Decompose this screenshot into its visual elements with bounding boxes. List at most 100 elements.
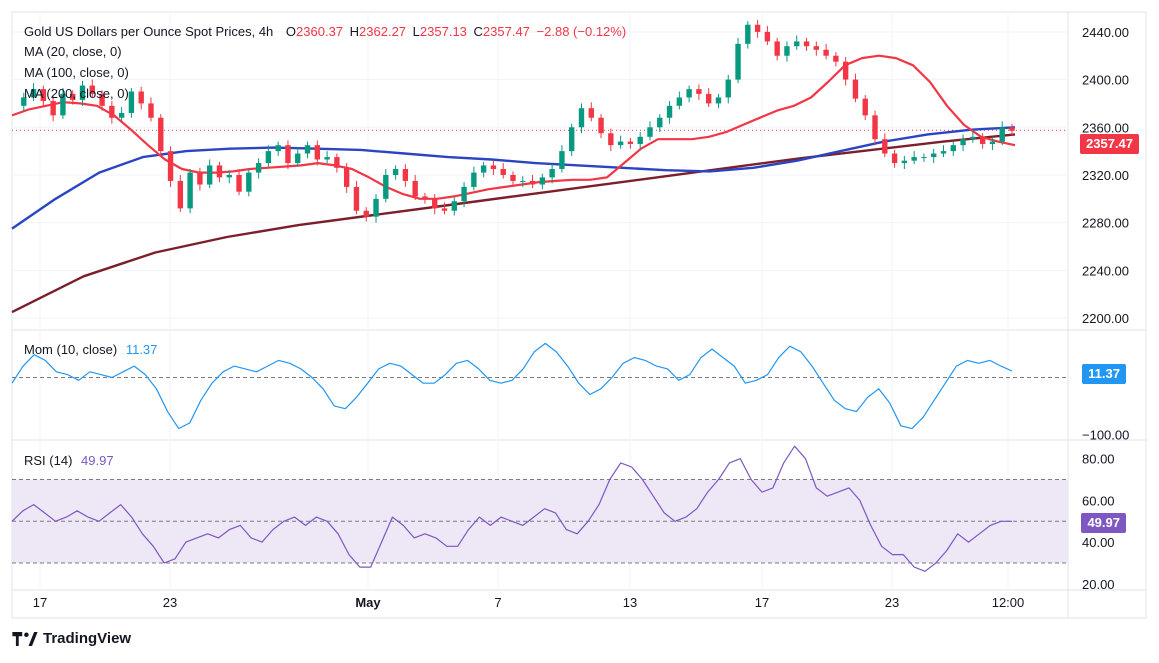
candle-body [392,169,399,175]
candle-body [598,117,604,134]
ma100-line [11,126,1016,230]
candle-body [520,180,526,182]
candle-body [480,165,487,173]
candle-body [950,145,956,152]
price-axis-tick: 2320.00 [1082,168,1129,183]
tradingview-logo-icon [12,631,38,646]
candle-body [921,157,927,159]
candle-body [99,93,105,106]
candle-body [226,174,232,178]
open-label: O [285,24,297,39]
candle-body [148,103,154,118]
candle-body [549,169,555,178]
candle-body [383,174,389,199]
time-axis-tick: 23 [885,595,899,610]
ma100-label[interactable]: MA (100, close, 0) [24,65,129,80]
brand-name: TradingView [43,630,132,647]
candle-body [774,41,780,56]
candle-body [813,46,820,50]
time-axis-tick: 12:00 [992,595,1025,610]
price-pane[interactable] [11,19,1068,314]
close-label: C [473,24,483,39]
candle-body [901,160,908,164]
rsi-pane[interactable] [11,445,1068,572]
time-axis-tick: May [355,595,381,610]
rsi-axis-tick: 60.00 [1082,493,1115,508]
candle-body [197,172,203,185]
candle-body [794,41,800,47]
candle-body [872,115,878,140]
candle-body [510,174,516,181]
candle-body [979,136,986,144]
candle-body [79,85,86,100]
time-axis-tick: 17 [755,595,769,610]
candle-body [803,41,810,47]
candle-body [314,145,321,160]
momentum-legend: Mom (10, close) 11.37 [24,342,157,357]
price-axis-tick: 2440.00 [1082,25,1129,40]
candle-body [539,177,546,185]
candle-body [647,127,653,137]
candle-body [295,153,301,164]
candle-body [304,145,311,154]
momentum-label[interactable]: Mom (10, close) [24,342,118,357]
candle-body [715,97,722,104]
rsi-line [11,445,1012,572]
candle-body [70,93,76,100]
candle-body [745,24,751,44]
candle-body [627,141,634,144]
momentum-axis-tick: −100.00 [1082,427,1129,442]
candle-body [989,141,996,144]
price-axis-tick: 2200.00 [1082,311,1129,326]
candle-body [187,172,193,209]
candle-body [50,101,56,116]
candle-body [970,136,976,140]
low-value: 2357.13 [419,24,467,39]
rsi-label[interactable]: RSI (14) [24,453,73,468]
candle-body [754,24,761,32]
candle-body [725,79,731,98]
candle-body [637,136,643,144]
candle-body [206,165,213,185]
candle-body [255,163,262,173]
momentum-line [11,342,1013,430]
candle-body [842,61,849,80]
candle-body [158,117,164,152]
candle-body [138,91,144,104]
candle-body [324,157,330,160]
momentum-pane[interactable] [11,342,1068,430]
tradingview-brand[interactable]: TradingView [12,630,131,647]
candle-body [862,98,868,116]
candle-body [931,153,937,158]
candle-body [461,186,467,202]
price-axis-tick: 2360.00 [1082,120,1129,135]
candle-body [823,49,829,56]
rsi-value: 49.97 [81,453,114,468]
time-axis-tick: 17 [33,595,47,610]
ma20-label[interactable]: MA (20, close, 0) [24,44,122,59]
candle-body [363,210,369,217]
candle-body [236,174,242,192]
candle-body [412,180,418,197]
candle-body [608,133,614,146]
rsi-axis-tick: 80.00 [1082,452,1115,467]
momentum-value: 11.37 [125,342,158,357]
time-axis-tick: 7 [494,595,501,610]
rsi-axis-tick: 40.00 [1082,535,1115,550]
candle-body [559,151,565,170]
ma200-line [11,133,1016,314]
ma200-label[interactable]: MA (200, close, 0) [24,86,129,101]
high-label: H [349,24,360,39]
candle-body [246,172,252,192]
candle-body [216,165,223,178]
candle-body [40,89,47,102]
momentum-value-tag: 11.37 [1082,364,1126,384]
candle-body [422,196,428,199]
symbol-title[interactable]: Gold US Dollars per Ounce Spot Prices, 4… [24,24,274,39]
candle-body [657,117,663,128]
candle-body [764,31,771,42]
candle-body [373,198,379,217]
candle-body [343,167,350,187]
